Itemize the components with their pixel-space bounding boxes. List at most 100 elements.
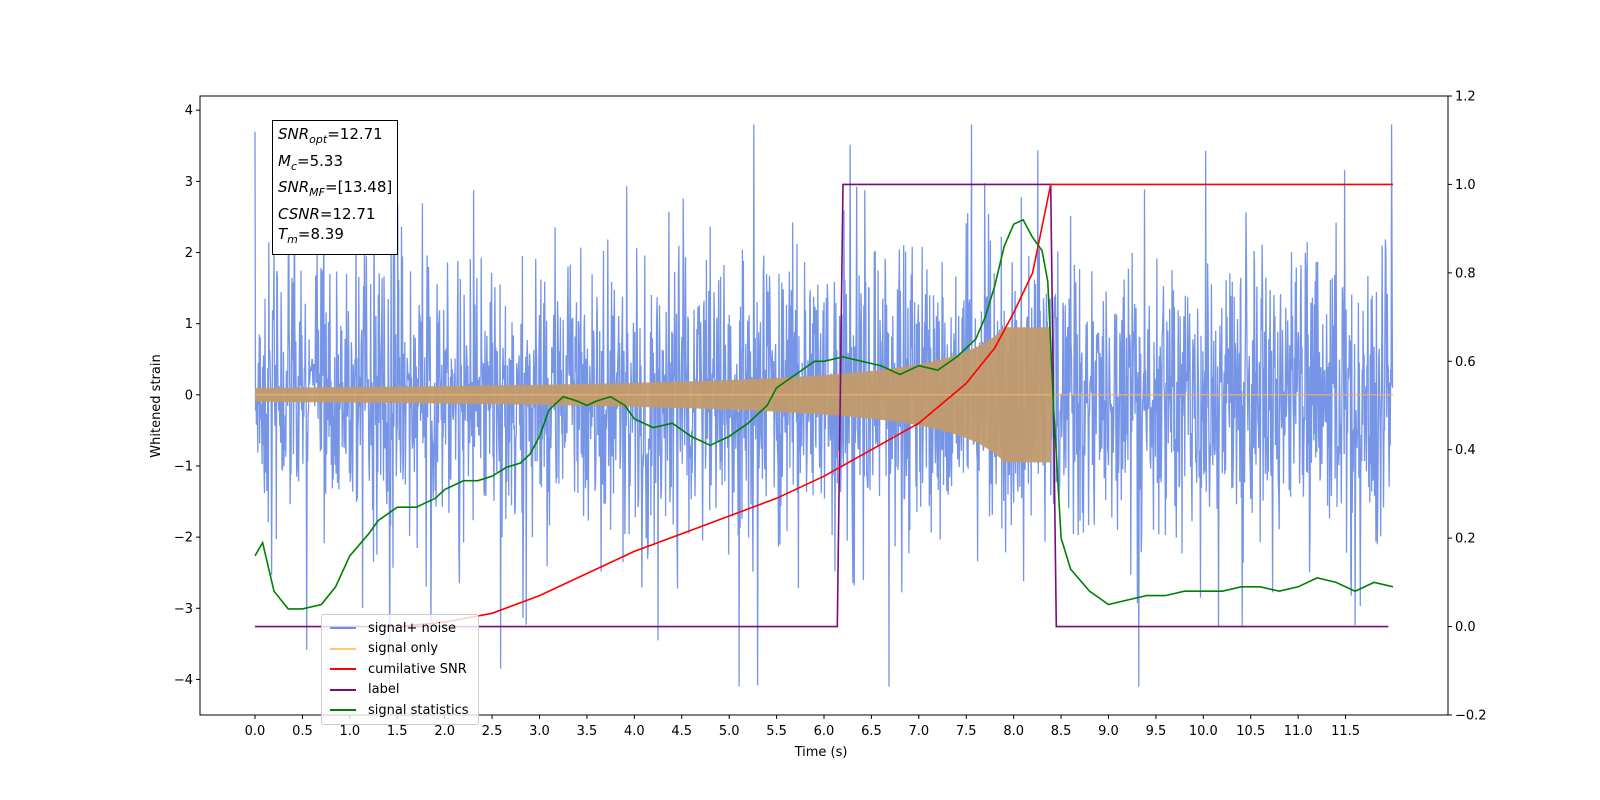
- legend-swatch-signal-statistics: [330, 709, 356, 712]
- y-right-tick-label: 0.4: [1455, 443, 1476, 458]
- x-tick-label: 7.0: [908, 724, 929, 739]
- y-left-tick-label: −3: [174, 602, 193, 617]
- y-right-tick-label: 1.2: [1455, 90, 1476, 105]
- x-tick-label: 9.0: [1098, 724, 1119, 739]
- x-tick: 0.5: [292, 715, 313, 739]
- y-left-tick: −2: [174, 531, 200, 546]
- snr-mf-line: SNRMF=[13.48]: [278, 178, 393, 199]
- snr-mf-value: =[13.48]: [325, 178, 393, 196]
- x-tick-label: 3.0: [529, 724, 550, 739]
- legend-label-signal-statistics: signal statistics: [368, 702, 469, 718]
- x-axis: 0.0 0.5 1.0 1.5 2.0 2.5 3.0 3.5 4.0 4.5 5.0 5.5 6.0 6…: [245, 715, 1360, 739]
- y-left-tick-label: 2: [185, 246, 193, 261]
- y-right-tick: 1.2: [1448, 90, 1476, 105]
- y-right-tick-label: 0.8: [1455, 266, 1476, 281]
- x-tick-label: 1.5: [387, 724, 408, 739]
- series-cumulative-snr: [397, 183, 1393, 628]
- x-tick: 9.0: [1098, 715, 1119, 739]
- snr-opt-line: SNRopt=12.71: [278, 125, 383, 146]
- csnr-line: CSNR=12.71: [278, 204, 376, 223]
- x-tick-label: 11.5: [1331, 724, 1360, 739]
- y-left-tick: −1: [174, 459, 200, 474]
- x-tick-label: 5.0: [719, 724, 740, 739]
- y-right-tick: 1.0: [1448, 178, 1476, 193]
- legend-label-label: label: [368, 682, 400, 698]
- tm-value: =8.39: [297, 225, 344, 243]
- y-left-tick: 2: [185, 246, 200, 261]
- legend-label-signal-noise: signal+ noise: [368, 620, 457, 636]
- y-left-tick: 1: [185, 317, 200, 332]
- legend-item-signal-noise: signal+ noise: [322, 618, 478, 639]
- y-left-tick-label: 0: [185, 388, 193, 403]
- csnr-value: =12.71: [319, 204, 376, 223]
- y-right-tick: 0.2: [1448, 532, 1476, 547]
- x-tick-label: 8.5: [1051, 724, 1072, 739]
- x-axis-label: Time (s): [794, 745, 848, 760]
- legend-swatch-signal-noise: [330, 627, 356, 630]
- x-tick-label: 2.5: [482, 724, 503, 739]
- x-tick-label: 6.0: [814, 724, 835, 739]
- x-tick: 11.5: [1331, 715, 1360, 739]
- y-right-tick: 0.4: [1448, 443, 1476, 458]
- series-signal-statistics: [254, 218, 1394, 610]
- legend-swatch-cumulative-snr: [330, 668, 356, 671]
- x-tick: 7.5: [956, 715, 977, 739]
- y-right-tick-label: 0.0: [1455, 620, 1476, 635]
- mc-value: =5.33: [297, 151, 343, 170]
- x-tick: 0.0: [245, 715, 266, 739]
- x-tick: 4.5: [671, 715, 692, 739]
- y-right-tick: −0.2: [1448, 709, 1487, 724]
- y-left-tick-label: −1: [174, 459, 193, 474]
- legend-label-signal-only: signal only: [368, 641, 439, 657]
- x-tick: 5.5: [766, 715, 787, 739]
- x-tick-label: 0.0: [245, 724, 266, 739]
- series-signal-noise: [254, 124, 1394, 687]
- y-right-tick: 0.6: [1448, 355, 1476, 370]
- x-tick-label: 4.0: [624, 724, 645, 739]
- y-left-tick: 4: [185, 104, 200, 119]
- x-tick: 9.5: [1146, 715, 1167, 739]
- mc-line: Mc=5.33: [278, 151, 343, 173]
- legend-item-cumulative-snr: cumilative SNR: [322, 659, 478, 680]
- x-tick: 10.0: [1189, 715, 1218, 739]
- x-tick: 2.5: [482, 715, 503, 739]
- y-axis-left: 4 3 2 1 0 −1 −2 −3 −4: [174, 104, 200, 688]
- y-left-tick-label: −4: [174, 673, 193, 688]
- y-right-tick-label: −0.2: [1455, 709, 1487, 724]
- x-tick: 6.5: [861, 715, 882, 739]
- y-left-tick-label: −2: [174, 531, 193, 546]
- y-right-tick: 0.0: [1448, 620, 1476, 635]
- x-tick: 8.5: [1051, 715, 1072, 739]
- y-axis-label: Whitened strain: [149, 354, 164, 457]
- snr-opt-value: =12.71: [327, 125, 383, 143]
- x-tick: 4.0: [624, 715, 645, 739]
- x-tick: 10.5: [1236, 715, 1265, 739]
- x-tick-label: 2.0: [434, 724, 455, 739]
- x-tick-label: 3.5: [577, 724, 598, 739]
- x-tick-label: 9.5: [1146, 724, 1167, 739]
- x-tick-label: 10.0: [1189, 724, 1218, 739]
- x-tick-label: 10.5: [1236, 724, 1265, 739]
- legend-swatch-label: [330, 688, 356, 691]
- y-left-tick: −4: [174, 673, 200, 688]
- legend-swatch-signal-only: [330, 647, 356, 650]
- y-right-tick-label: 0.6: [1455, 355, 1476, 370]
- snr-annotation-box: SNRopt=12.71 Mc=5.33 SNRMF=[13.48] CSNR=…: [272, 120, 399, 255]
- tm-line: Tm=8.39: [278, 225, 344, 246]
- x-tick-label: 7.5: [956, 724, 977, 739]
- legend: signal+ noise signal only cumilative SNR…: [321, 614, 479, 725]
- x-tick-label: 5.5: [766, 724, 787, 739]
- y-right-tick-label: 0.2: [1455, 532, 1476, 547]
- x-tick-label: 0.5: [292, 724, 313, 739]
- legend-item-label: label: [322, 680, 478, 701]
- legend-item-signal-statistics: signal statistics: [322, 700, 478, 721]
- x-tick-label: 11.0: [1284, 724, 1313, 739]
- x-tick: 6.0: [814, 715, 835, 739]
- y-right-tick-label: 1.0: [1455, 178, 1476, 193]
- x-tick: 3.0: [529, 715, 550, 739]
- y-axis-right: 1.2 1.0 0.8 0.6 0.4 0.2 0.0 −0.2: [1448, 90, 1487, 724]
- x-tick: 7.0: [908, 715, 929, 739]
- x-tick: 3.5: [577, 715, 598, 739]
- x-tick-label: 8.0: [1003, 724, 1024, 739]
